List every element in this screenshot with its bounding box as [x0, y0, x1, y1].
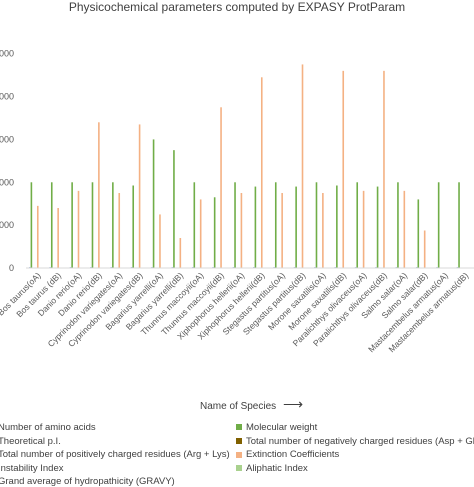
bar [153, 139, 155, 268]
legend-item: Theoretical p.I. [0, 436, 61, 447]
bar [180, 238, 182, 268]
bar [71, 182, 73, 268]
legend-item: Number of amino acids [0, 422, 96, 433]
arrow-right-icon: ⟶ [283, 396, 303, 412]
bar [302, 64, 304, 268]
legend-label: Instability Index [0, 463, 63, 474]
bar [397, 182, 399, 268]
y-tick-label: 000 [0, 49, 14, 59]
bar [342, 71, 344, 268]
legend-item: Grand average of hydropathicity (GRAVY) [0, 476, 175, 487]
legend-label: Total number of negatively charged resid… [246, 436, 474, 447]
bar [220, 107, 222, 268]
bar [173, 150, 175, 268]
legend-swatch [236, 452, 242, 458]
legend-swatch [236, 424, 242, 430]
y-tick-label: 000 [0, 92, 14, 102]
legend-item: Molecular weight [236, 422, 317, 433]
y-tick-label: 0 [9, 263, 14, 273]
bar [112, 182, 114, 268]
legend-swatch [236, 465, 242, 471]
bar [194, 182, 196, 268]
legend-swatch [236, 438, 242, 444]
bar [255, 187, 257, 268]
y-tick-label: 000 [0, 177, 14, 187]
bar [132, 186, 134, 269]
bar [377, 187, 379, 268]
bar [458, 182, 460, 268]
bar [424, 231, 426, 269]
legend-label: Theoretical p.I. [0, 436, 61, 447]
bar [316, 182, 318, 268]
y-tick-label: 000 [0, 134, 14, 144]
bar [275, 182, 277, 268]
legend-item: Instability Index [0, 463, 63, 474]
bar [200, 199, 202, 268]
legend-item: Extinction Coefficients [236, 449, 339, 460]
bar [98, 122, 100, 268]
bar [214, 197, 216, 268]
bar [438, 182, 440, 268]
x-axis-label-text: Name of Species [200, 401, 276, 412]
legend-item: Total number of positively charged resid… [0, 449, 230, 460]
bar [295, 187, 297, 268]
bar [139, 124, 141, 268]
bars [29, 64, 471, 268]
bar [363, 191, 365, 268]
legend-label: Grand average of hydropathicity (GRAVY) [0, 476, 175, 487]
bar [356, 182, 358, 268]
bar [383, 71, 385, 268]
bar [404, 191, 406, 268]
legend-item: Total number of negatively charged resid… [236, 436, 474, 447]
bar [281, 193, 283, 268]
bar [78, 191, 80, 268]
legend-label: Molecular weight [246, 422, 317, 433]
legend-label: Extinction Coefficients [246, 449, 339, 460]
legend-item: Aliphatic Index [236, 463, 308, 474]
bar [92, 182, 94, 268]
y-tick-label: 000 [0, 220, 14, 230]
bar [159, 214, 161, 268]
bar [118, 193, 120, 268]
bar [234, 182, 236, 268]
bar [51, 182, 53, 268]
legend-label: Total number of positively charged resid… [0, 449, 230, 460]
x-tick-labels: Bos taurus(oA)Bos taurus (dB)Danio rerio… [0, 270, 470, 354]
bar [336, 186, 338, 269]
bar [322, 193, 324, 268]
legend-label: Number of amino acids [0, 422, 96, 433]
bar [418, 199, 420, 268]
bar [37, 206, 39, 268]
bar [241, 193, 243, 268]
bar [261, 77, 263, 268]
legend-label: Aliphatic Index [246, 463, 308, 474]
bar [57, 208, 59, 268]
bar [31, 182, 33, 268]
x-axis-label: Name of Species ⟶ [200, 396, 303, 413]
